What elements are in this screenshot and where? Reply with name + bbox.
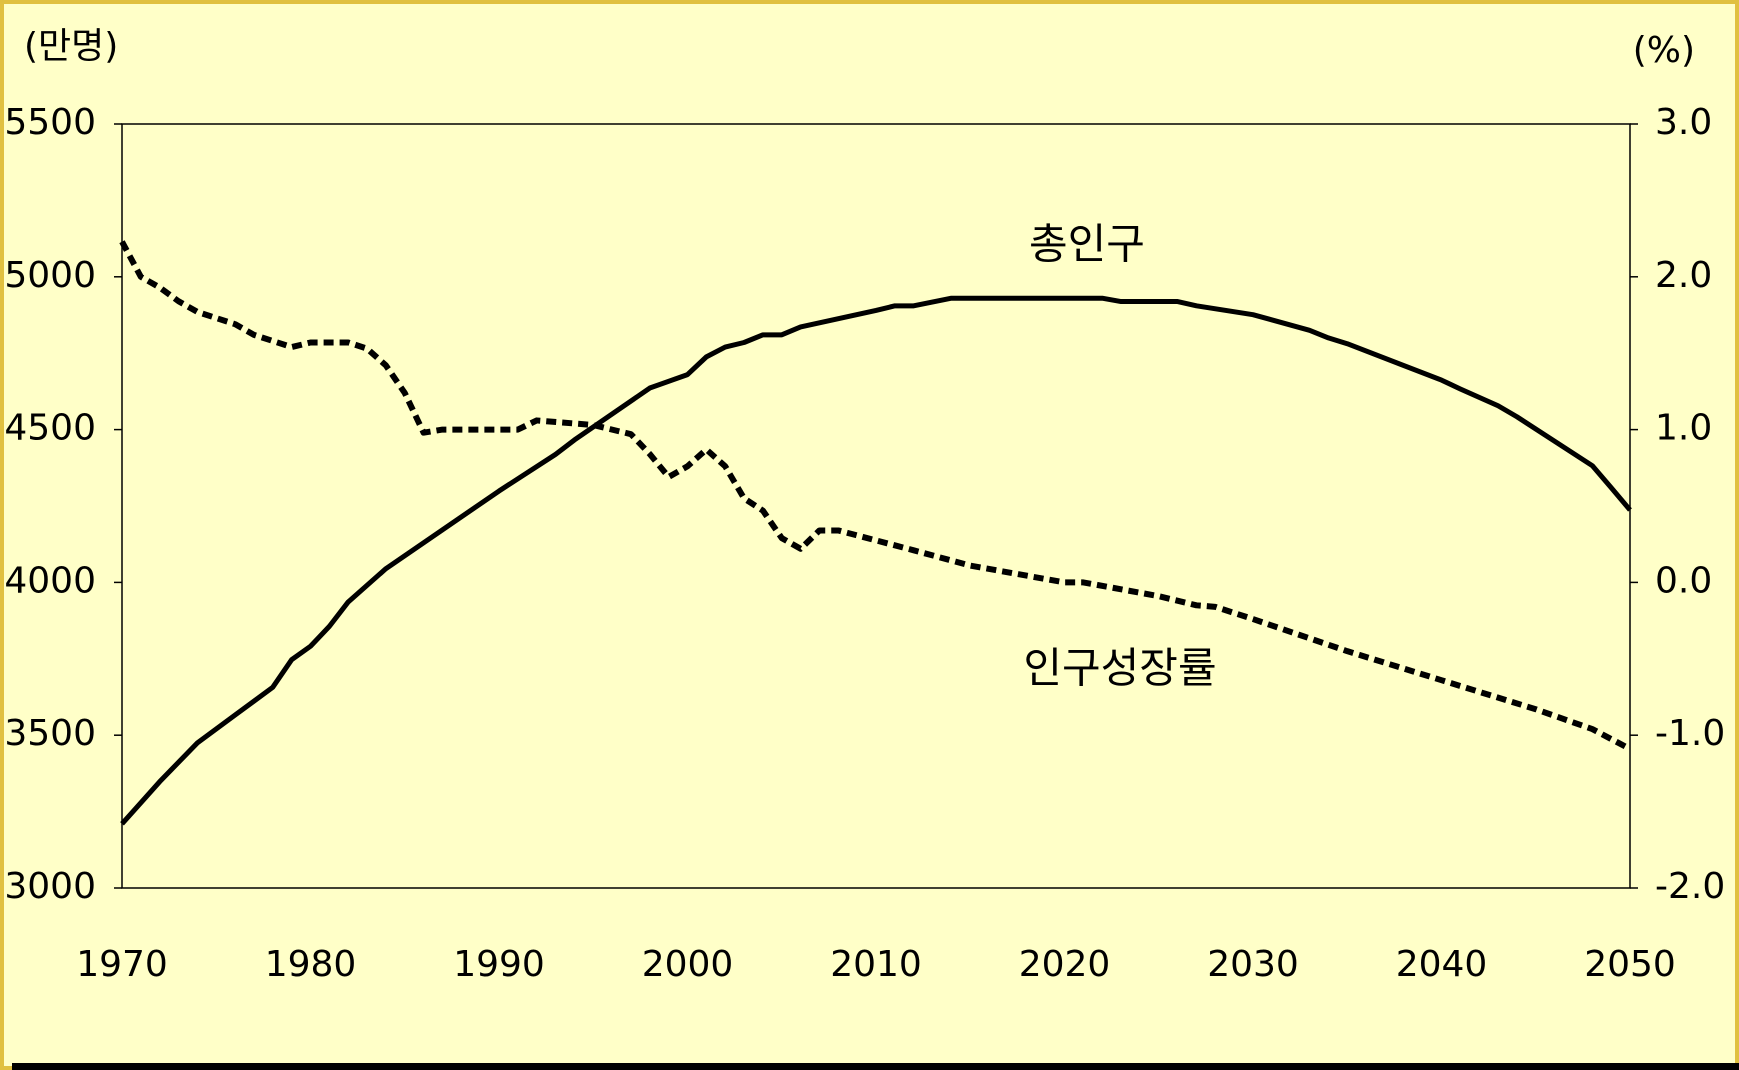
y2-tick-label: -1.0	[1655, 713, 1725, 754]
y2-tick-label: 2.0	[1655, 255, 1712, 296]
x-tick-label: 2040	[1396, 944, 1488, 985]
y2-tick-label: 3.0	[1655, 102, 1712, 143]
y-tick-label: 3500	[4, 713, 96, 754]
x-tick-label: 1980	[265, 944, 357, 985]
x-tick-label: 1970	[76, 944, 168, 985]
plot-area	[121, 123, 1631, 889]
y-unit: (만명)	[24, 26, 118, 67]
y2-unit: (%)	[1633, 30, 1695, 71]
bottom-bar	[12, 1063, 1739, 1070]
x-tick-label: 2000	[642, 944, 734, 985]
x-tick-label: 2050	[1584, 944, 1676, 985]
series-line	[120, 295, 1632, 826]
x-tick-label: 2010	[830, 944, 922, 985]
y2-tick-label: 1.0	[1655, 408, 1712, 449]
y2-tick-label: 0.0	[1655, 560, 1712, 601]
series-label: 인구성장률	[1023, 644, 1216, 693]
y-tick-label: 4500	[4, 408, 96, 449]
series-label: 총인구	[1029, 220, 1145, 269]
series-line	[119, 240, 1632, 752]
x-tick-label: 1990	[453, 944, 545, 985]
y-tick-label: 3000	[4, 866, 96, 907]
y-tick-label: 5500	[4, 102, 96, 143]
x-tick-label: 2020	[1019, 944, 1111, 985]
y2-tick-label: -2.0	[1655, 866, 1725, 907]
y-tick-label: 4000	[4, 560, 96, 601]
x-tick-label: 2030	[1207, 944, 1299, 985]
y-tick-label: 5000	[4, 255, 96, 296]
